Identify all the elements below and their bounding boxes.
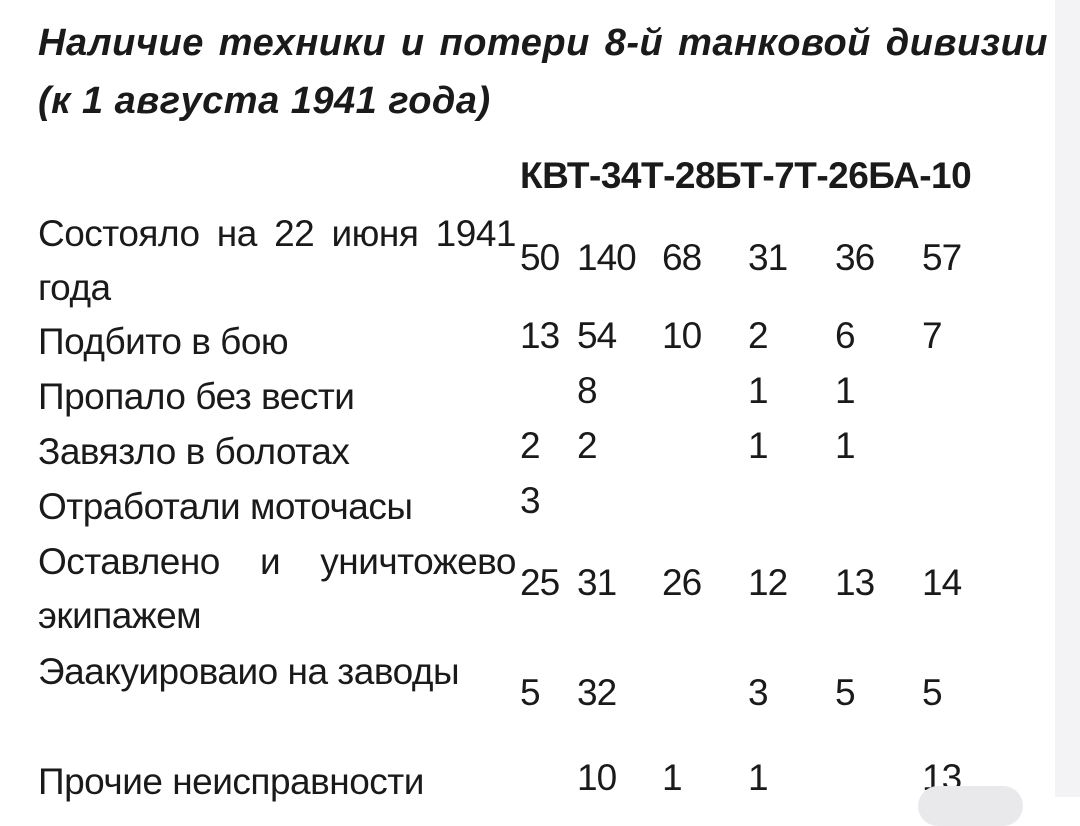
cell-value: 31: [748, 237, 788, 278]
cell-value: 31: [577, 562, 617, 603]
cell-value: 10: [577, 757, 617, 798]
page-title: Наличие техники и потери 8-й танковой ди…: [38, 22, 1048, 122]
table-header: КВТ-34Т-28БТ-7Т-26БА-10: [520, 155, 972, 196]
cell-value: 5: [835, 672, 856, 713]
cell-value: 3: [748, 672, 769, 713]
cell-value: 36: [835, 237, 875, 278]
row-label: Подбито в бою: [38, 321, 289, 362]
cell-value: 3: [520, 480, 541, 521]
cell-value: 14: [922, 562, 962, 603]
cell-value: 5: [520, 672, 541, 713]
cell-value: 54: [577, 315, 617, 356]
cell-value: 1: [748, 370, 769, 411]
cell-value: 26: [662, 562, 702, 603]
row-label: Эаакуироваио на заводы: [38, 651, 460, 692]
cell-value: 5: [922, 672, 943, 713]
cell-value: 25: [520, 562, 560, 603]
cell-value: 8: [577, 370, 598, 411]
scrollbar-track[interactable]: [1055, 0, 1080, 797]
cell-value: 12: [748, 562, 788, 603]
cell-value: 6: [835, 315, 856, 356]
cell-value: 32: [577, 672, 617, 713]
row-label: Оставлено и уничтожево экипажем: [38, 541, 517, 636]
cell-value: 2: [520, 425, 541, 466]
floating-button[interactable]: [918, 786, 1023, 826]
cell-value: 1: [835, 425, 856, 466]
cell-value: 1: [662, 757, 683, 798]
cell-value: 1: [835, 370, 856, 411]
cell-value: 68: [662, 237, 702, 278]
cell-value: 2: [577, 425, 598, 466]
cell-value: 1: [748, 425, 769, 466]
row-label: Отработали моточасы: [38, 486, 413, 527]
cell-value: 10: [662, 315, 702, 356]
row-label: Состояло на 22 июня 1941 года: [38, 213, 517, 308]
cell-value: 57: [922, 237, 962, 278]
row-label: Прочие неисправности: [38, 761, 424, 802]
cell-value: 50: [520, 237, 560, 278]
cell-value: 13: [520, 315, 560, 356]
row-label: Пропало без вести: [38, 376, 355, 417]
row-label: Завязло в болотах: [38, 431, 350, 472]
cell-value: 1: [748, 757, 769, 798]
cell-value: 13: [835, 562, 875, 603]
cell-value: 2: [748, 315, 769, 356]
cell-value: 140: [577, 237, 637, 278]
cell-value: 7: [922, 315, 943, 356]
